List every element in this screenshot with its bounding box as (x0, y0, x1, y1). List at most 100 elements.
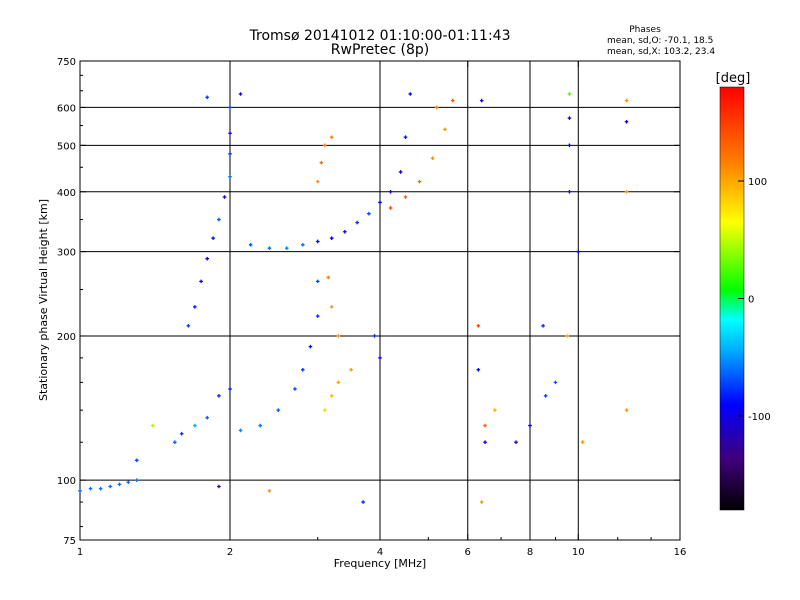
x-tick-label: 8 (527, 547, 533, 558)
data-point (553, 380, 558, 385)
data-point (541, 324, 545, 328)
data-point (134, 478, 139, 482)
y-tick-label: 75 (63, 536, 76, 547)
data-point (315, 279, 320, 284)
data-point (576, 249, 581, 254)
data-point (355, 220, 359, 225)
data-point (205, 415, 209, 420)
data-point (483, 440, 487, 445)
chart-title: Tromsø 20141012 01:10:00-01:11:43 (249, 28, 511, 44)
data-point (126, 480, 131, 485)
data-point (151, 423, 155, 428)
data-point (217, 217, 221, 222)
data-point (367, 211, 371, 216)
stats-title: Phases (629, 25, 661, 35)
data-point (528, 423, 532, 428)
data-point (479, 500, 484, 504)
data-point (199, 279, 203, 284)
data-point (565, 334, 569, 338)
y-tick-label: 500 (57, 141, 76, 152)
data-point (493, 408, 497, 412)
data-point (430, 156, 435, 161)
x-tick-label: 10 (572, 547, 585, 558)
data-point (205, 256, 209, 261)
x-tick-label: 2 (227, 547, 233, 558)
data-point (624, 408, 629, 412)
data-point (417, 179, 422, 184)
data-point (329, 236, 334, 240)
data-point (205, 95, 209, 100)
data-point (284, 246, 289, 250)
data-point (483, 423, 487, 428)
x-tick-label: 1 (77, 547, 83, 558)
data-point (293, 387, 297, 391)
data-point (329, 135, 334, 139)
data-point (323, 143, 327, 148)
data-point (388, 189, 393, 194)
data-point (326, 275, 331, 280)
colorbar-label: [deg] (716, 71, 751, 86)
x-tick-label: 6 (465, 547, 471, 558)
data-point (179, 431, 184, 436)
grid (80, 61, 680, 540)
data-point (388, 206, 393, 210)
data-point (329, 394, 334, 398)
data-point (193, 423, 197, 428)
data-point (238, 92, 243, 96)
data-point (398, 170, 403, 174)
y-tick-label: 300 (57, 248, 76, 259)
data-point (267, 246, 272, 250)
x-tick-label: 16 (674, 547, 687, 558)
data-point (451, 98, 455, 103)
data-point (228, 105, 232, 110)
y-tick-label: 200 (57, 332, 76, 343)
data-point (217, 484, 221, 489)
data-point (222, 195, 227, 199)
data-point (378, 356, 382, 360)
data-point (567, 189, 572, 194)
axis-ticks: 1 2 4 6 8 10 16 75 100 200 300 400 500 600 750 (57, 57, 686, 558)
data-point (308, 344, 313, 349)
data-point (479, 98, 484, 103)
data-point (267, 489, 272, 493)
y-tick-label: 750 (57, 57, 76, 68)
data-point (349, 367, 353, 372)
chart-subtitle: RwPretec (8p) (331, 42, 429, 58)
stats-line-x: mean, sd,X: 103.2, 23.4 (607, 47, 715, 57)
data-point (624, 98, 629, 103)
data-point (476, 367, 481, 372)
data-point (403, 135, 408, 139)
data-point (238, 428, 243, 433)
data-point (329, 305, 334, 309)
data-point (228, 152, 232, 156)
data-points (78, 92, 629, 504)
data-point (443, 127, 447, 132)
data-point (567, 143, 572, 148)
data-point (98, 486, 103, 491)
data-point (301, 242, 305, 247)
data-point (276, 408, 281, 412)
data-point (378, 200, 382, 205)
data-point (434, 105, 439, 110)
y-tick-label: 600 (57, 103, 76, 114)
stats-line-o: mean, sd,O: -70.1, 18.5 (607, 36, 713, 46)
data-point (228, 174, 232, 179)
data-point (624, 189, 629, 194)
data-point (228, 387, 232, 391)
data-point (567, 116, 572, 120)
data-point (514, 440, 518, 445)
data-point (624, 119, 629, 124)
colorbar-ticks: -100 0 100 (738, 177, 771, 423)
data-point (134, 458, 139, 463)
data-point (476, 324, 481, 328)
data-point (580, 440, 585, 445)
y-tick-label: 400 (57, 188, 76, 199)
data-point (408, 92, 413, 96)
x-axis-label: Frequency [MHz] (334, 557, 426, 570)
data-point (211, 236, 215, 240)
data-point (315, 314, 320, 318)
data-point (543, 394, 548, 398)
data-point (361, 500, 365, 504)
data-point (301, 367, 305, 372)
